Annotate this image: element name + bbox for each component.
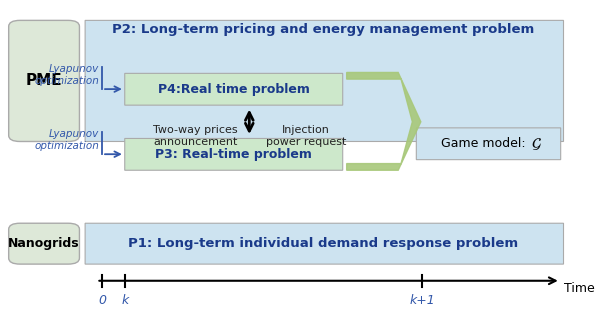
FancyBboxPatch shape [125,73,343,105]
Text: Time: Time [563,282,594,295]
FancyBboxPatch shape [125,139,343,170]
Text: P4:Real time problem: P4:Real time problem [158,83,310,96]
Text: PME: PME [26,73,63,88]
Text: Game model:: Game model: [440,137,525,150]
FancyBboxPatch shape [417,128,561,160]
Text: 0: 0 [98,294,106,308]
FancyBboxPatch shape [9,20,79,141]
Text: Two-way prices
announcement: Two-way prices announcement [153,125,238,147]
Text: k: k [121,294,128,308]
Text: Lyapunov
optimization: Lyapunov optimization [35,64,100,86]
Text: $\mathcal{G}$: $\mathcal{G}$ [531,136,542,152]
Text: P1: Long-term individual demand response problem: P1: Long-term individual demand response… [128,237,518,250]
FancyBboxPatch shape [9,223,79,264]
Text: Injection
power request: Injection power request [266,125,346,147]
Text: P3: Real-time problem: P3: Real-time problem [156,148,312,161]
FancyBboxPatch shape [85,223,563,264]
Polygon shape [347,73,421,170]
Text: Nanogrids: Nanogrids [8,237,80,250]
FancyBboxPatch shape [85,20,563,141]
Text: P2: Long-term pricing and energy management problem: P2: Long-term pricing and energy managem… [112,23,534,36]
Text: Lyapunov
optimization: Lyapunov optimization [35,129,100,151]
Text: k+1: k+1 [409,294,435,308]
